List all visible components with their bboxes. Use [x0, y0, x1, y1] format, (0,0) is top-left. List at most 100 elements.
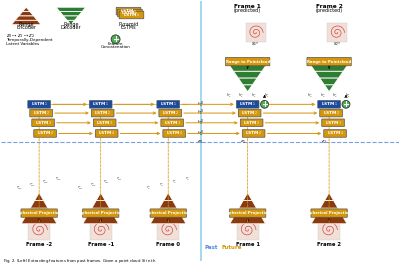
Polygon shape	[87, 208, 114, 216]
Text: Spherical Projection: Spherical Projection	[146, 211, 190, 215]
Bar	[157, 219, 179, 240]
Polygon shape	[30, 201, 48, 208]
Text: LSTM$_3$: LSTM$_3$	[34, 119, 52, 127]
Polygon shape	[67, 20, 75, 25]
Bar	[28, 219, 50, 240]
Polygon shape	[243, 85, 252, 92]
Text: $z_0$: $z_0$	[197, 139, 203, 146]
Text: Frame 2: Frame 2	[317, 242, 341, 247]
Polygon shape	[229, 65, 266, 71]
FancyBboxPatch shape	[320, 109, 342, 117]
Text: $h^3_2$: $h^3_2$	[320, 91, 326, 100]
Polygon shape	[243, 193, 252, 201]
Polygon shape	[320, 201, 338, 208]
Text: $h^0_2$: $h^0_2$	[197, 108, 204, 118]
Text: Latent Variables: Latent Variables	[6, 42, 40, 46]
Text: LSTM$_4$: LSTM$_4$	[245, 130, 262, 137]
Polygon shape	[15, 16, 37, 20]
Text: $h^3_1$: $h^3_1$	[238, 91, 244, 100]
Polygon shape	[311, 216, 347, 224]
Text: $S_1$*: $S_1$*	[251, 40, 260, 48]
Polygon shape	[26, 208, 52, 216]
Circle shape	[111, 35, 120, 44]
Bar	[237, 219, 258, 240]
FancyBboxPatch shape	[161, 119, 184, 127]
Text: $h^0_3$: $h^0_3$	[197, 117, 204, 128]
Text: $h^2_1$: $h^2_1$	[251, 91, 257, 100]
Text: Range to Pointcloud: Range to Pointcloud	[226, 60, 270, 64]
Text: Frame 1: Frame 1	[236, 242, 260, 247]
Text: LSTM$_3$: LSTM$_3$	[324, 119, 342, 127]
Text: Frame -2: Frame -2	[26, 242, 52, 247]
Text: $\mathcal{R}_{-1}$: $\mathcal{R}_{-1}$	[95, 200, 106, 209]
Text: Range to Pointcloud: Range to Pointcloud	[307, 60, 351, 64]
Text: $S_2$*: $S_2$*	[333, 40, 341, 48]
Text: LSTM$_{n}$: LSTM$_{n}$	[122, 9, 138, 17]
Polygon shape	[238, 78, 257, 85]
Text: $r^4_{-1}$: $r^4_{-1}$	[78, 183, 84, 192]
Text: $h^0_4$: $h^0_4$	[197, 128, 204, 139]
FancyBboxPatch shape	[28, 101, 50, 108]
Text: +: +	[261, 100, 268, 109]
FancyBboxPatch shape	[30, 109, 52, 117]
Polygon shape	[92, 201, 110, 208]
Text: Frame -1: Frame -1	[88, 242, 114, 247]
Text: LSTM$_3$: LSTM$_3$	[96, 119, 113, 127]
FancyBboxPatch shape	[91, 109, 114, 117]
FancyBboxPatch shape	[93, 119, 116, 127]
Text: Temporally-Dependent: Temporally-Dependent	[6, 38, 53, 42]
Text: Pyramid: Pyramid	[118, 22, 139, 27]
Text: Spherical Projection: Spherical Projection	[17, 211, 61, 215]
FancyBboxPatch shape	[21, 209, 57, 217]
Text: $\mathcal{R}_2$: $\mathcal{R}_2$	[325, 200, 333, 209]
FancyBboxPatch shape	[82, 209, 119, 217]
Text: $r^1_{-2}$: $r^1_{-2}$	[55, 174, 61, 183]
Polygon shape	[230, 216, 266, 224]
Text: $h^1_1$: $h^1_1$	[264, 91, 270, 100]
Text: $r^1_0$: $r^1_0$	[185, 174, 190, 183]
Text: Fig. 2. (Left) Extracting features from past frames. Given a point cloud $S_t$ i: Fig. 2. (Left) Extracting features from …	[3, 257, 157, 265]
Polygon shape	[159, 201, 177, 208]
FancyBboxPatch shape	[32, 119, 54, 127]
Text: Frame 1: Frame 1	[234, 4, 261, 9]
Polygon shape	[19, 11, 34, 16]
Polygon shape	[35, 193, 44, 201]
Bar	[90, 219, 112, 240]
Text: (predicted): (predicted)	[316, 8, 343, 13]
Circle shape	[342, 100, 350, 108]
Text: LSTM$_4$: LSTM$_4$	[98, 130, 115, 137]
Text: $z_2$: $z_2$	[321, 139, 327, 146]
Polygon shape	[83, 216, 118, 224]
Text: Future: Future	[222, 245, 242, 250]
Text: $r^2_0$: $r^2_0$	[172, 177, 177, 186]
Bar	[318, 219, 340, 240]
FancyBboxPatch shape	[230, 209, 266, 217]
FancyBboxPatch shape	[238, 109, 261, 117]
Polygon shape	[22, 7, 30, 11]
Text: LSTM$_4$: LSTM$_4$	[326, 130, 344, 137]
FancyBboxPatch shape	[307, 57, 351, 66]
Polygon shape	[234, 71, 262, 78]
FancyBboxPatch shape	[89, 101, 112, 108]
Polygon shape	[155, 208, 182, 216]
FancyBboxPatch shape	[95, 130, 118, 137]
Text: LSTM$_4$: LSTM$_4$	[36, 130, 54, 137]
Polygon shape	[96, 193, 105, 201]
Text: $\mathcal{R}^*_2, \mathcal{M}^*_2$: $\mathcal{R}^*_2, \mathcal{M}^*_2$	[320, 68, 338, 78]
FancyBboxPatch shape	[242, 130, 265, 137]
Polygon shape	[56, 7, 86, 11]
Text: $\mathcal{R}_0$: $\mathcal{R}_0$	[164, 200, 172, 209]
Text: $\mathcal{R}^*_1, \mathcal{M}^*_1$: $\mathcal{R}^*_1, \mathcal{M}^*_1$	[239, 68, 257, 78]
FancyBboxPatch shape	[118, 9, 142, 17]
Polygon shape	[64, 16, 78, 20]
Polygon shape	[239, 201, 257, 208]
FancyBboxPatch shape	[116, 7, 141, 15]
FancyBboxPatch shape	[240, 119, 263, 127]
Text: Spherical Projection: Spherical Projection	[226, 211, 270, 215]
Text: Spherical Projection: Spherical Projection	[307, 211, 351, 215]
Text: LSTM$_4$: LSTM$_4$	[166, 130, 183, 137]
Polygon shape	[21, 216, 57, 224]
Text: (predicted): (predicted)	[234, 8, 261, 13]
Polygon shape	[316, 208, 342, 216]
FancyBboxPatch shape	[119, 11, 144, 19]
